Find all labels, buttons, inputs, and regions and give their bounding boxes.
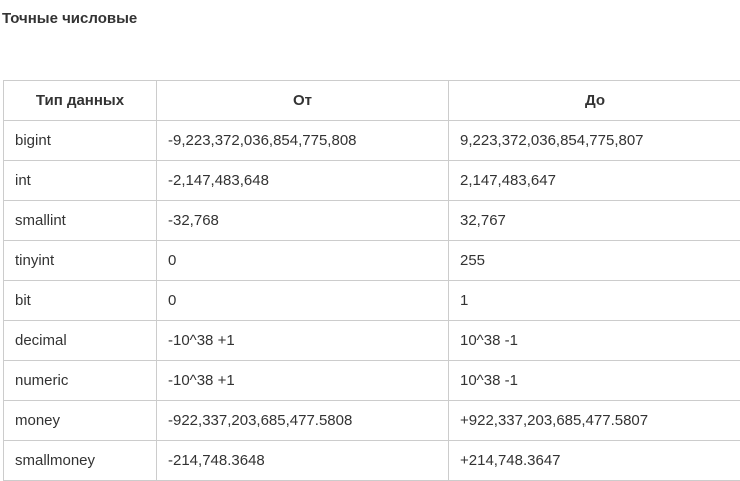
- cell-to: 10^38 -1: [449, 361, 740, 401]
- table-row: numeric -10^38 +1 10^38 -1: [4, 361, 740, 401]
- cell-from: -922,337,203,685,477.5808: [157, 401, 449, 441]
- cell-to: +214,748.3647: [449, 441, 740, 481]
- cell-from: 0: [157, 281, 449, 321]
- cell-to: 2,147,483,647: [449, 161, 740, 201]
- cell-type: money: [4, 401, 157, 441]
- table-row: bigint -9,223,372,036,854,775,808 9,223,…: [4, 121, 740, 161]
- cell-from: -10^38 +1: [157, 361, 449, 401]
- cell-to: 10^38 -1: [449, 321, 740, 361]
- cell-to: 32,767: [449, 201, 740, 241]
- cell-type: bigint: [4, 121, 157, 161]
- cell-type: tinyint: [4, 241, 157, 281]
- header-from: От: [157, 81, 449, 121]
- header-data-type: Тип данных: [4, 81, 157, 121]
- cell-from: -2,147,483,648: [157, 161, 449, 201]
- cell-from: -214,748.3648: [157, 441, 449, 481]
- cell-to: 9,223,372,036,854,775,807: [449, 121, 740, 161]
- table-row: bit 0 1: [4, 281, 740, 321]
- section-heading: Точные числовые: [2, 10, 137, 27]
- table-row: int -2,147,483,648 2,147,483,647: [4, 161, 740, 201]
- cell-from: 0: [157, 241, 449, 281]
- header-to: До: [449, 81, 740, 121]
- cell-type: int: [4, 161, 157, 201]
- cell-to: 1: [449, 281, 740, 321]
- numeric-types-table: Тип данных От До bigint -9,223,372,036,8…: [3, 80, 740, 481]
- cell-type: decimal: [4, 321, 157, 361]
- cell-type: numeric: [4, 361, 157, 401]
- cell-type: smallmoney: [4, 441, 157, 481]
- cell-from: -9,223,372,036,854,775,808: [157, 121, 449, 161]
- cell-type: smallint: [4, 201, 157, 241]
- cell-from: -10^38 +1: [157, 321, 449, 361]
- table-row: smallint -32,768 32,767: [4, 201, 740, 241]
- cell-to: 255: [449, 241, 740, 281]
- table-header-row: Тип данных От До: [4, 81, 740, 121]
- cell-to: +922,337,203,685,477.5807: [449, 401, 740, 441]
- cell-type: bit: [4, 281, 157, 321]
- table-row: tinyint 0 255: [4, 241, 740, 281]
- table-row: money -922,337,203,685,477.5808 +922,337…: [4, 401, 740, 441]
- cell-from: -32,768: [157, 201, 449, 241]
- table-row: decimal -10^38 +1 10^38 -1: [4, 321, 740, 361]
- table-row: smallmoney -214,748.3648 +214,748.3647: [4, 441, 740, 481]
